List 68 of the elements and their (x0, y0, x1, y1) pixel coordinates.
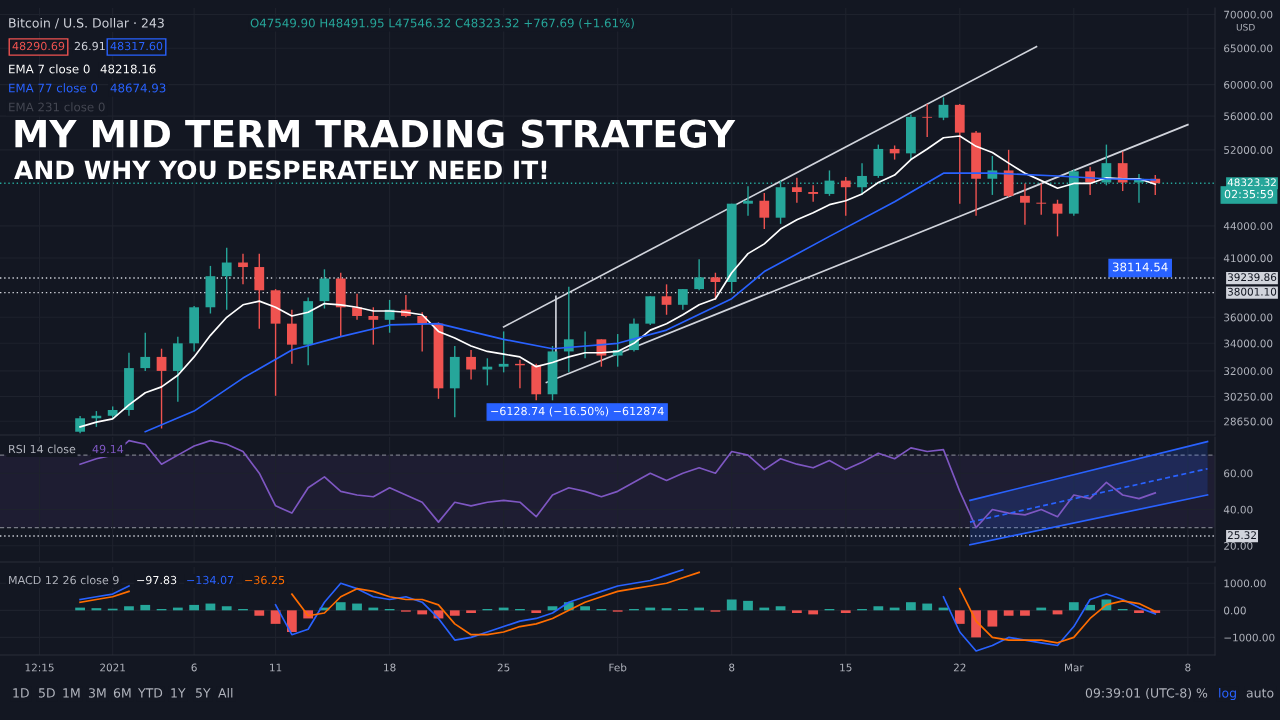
text: USD (1236, 23, 1255, 31)
x-tick-label: 2021 (100, 663, 125, 672)
y-tick-label: 20.00 (1224, 541, 1253, 550)
text: AND WHY YOU DESPERATELY NEED IT! (14, 160, 547, 180)
x-tick-label: 8 (729, 663, 735, 672)
text: 1Y (171, 688, 186, 698)
y-tick-label: 41000.00 (1223, 254, 1273, 263)
x-tick-label: Mar (1065, 663, 1084, 672)
annotation: O47549.90 H48491.95 L47546.32 C48323.32 +767.69 (+1.61%) (250, 18, 634, 29)
text: log (1219, 687, 1236, 701)
text: EMA 77 close 0 (9, 83, 98, 93)
annotation: 48218.16 (100, 64, 156, 74)
annotation: 38114.54 (1112, 262, 1168, 272)
x-tick-label: 15 (840, 663, 852, 672)
y-tick-label: 52000.00 (1224, 146, 1273, 154)
x-tick-label: 18 (384, 663, 396, 672)
text: MY MID TERM TRADING STRATEGY (15, 119, 736, 148)
annotation: 48290.69 (12, 41, 65, 51)
y-tick-label: 56000.00 (1224, 112, 1273, 121)
text: 1D (13, 688, 29, 698)
annotation: 48674.93 (110, 83, 166, 93)
y-tick-label: −1000.00 (1224, 633, 1275, 642)
text: auto (1246, 688, 1274, 698)
y-tick-label: 60000.00 (1224, 80, 1273, 89)
x-tick-label: 11 (270, 663, 282, 672)
x-tick-label: 8 (1185, 663, 1191, 672)
y-tick-label: 1000.00 (1224, 579, 1266, 588)
annotation: 48317.60 (110, 41, 163, 51)
ref-line-label: 25.32 (1227, 531, 1256, 540)
y-tick-label: 32000.00 (1224, 367, 1273, 376)
text: 5D (38, 688, 55, 698)
text: 1M (63, 688, 80, 698)
annotation: MACD 12 26 close 9 (9, 575, 119, 585)
text: 02:35:59 (1224, 189, 1274, 199)
ref-line-label: 39239.86 (1227, 273, 1277, 282)
y-tick-label: 30250.00 (1224, 392, 1273, 401)
text: % (1196, 688, 1208, 698)
text: 6M (113, 688, 131, 698)
text: EMA 7 close 0 (9, 64, 90, 74)
x-tick-label: 25 (497, 663, 510, 672)
annotation: −36.25 (245, 575, 285, 585)
ref-line-label: 48323.32 (1227, 178, 1276, 187)
ref-line-label: 38001.10 (1227, 287, 1277, 296)
x-tick-label: 6 (191, 663, 197, 672)
y-tick-label: 60.00 (1224, 469, 1253, 478)
y-tick-label: 36000.00 (1224, 313, 1273, 322)
x-tick-label: Feb (609, 663, 627, 672)
y-tick-label: 0.00 (1224, 606, 1246, 615)
y-tick-label: 28650.00 (1224, 417, 1273, 426)
annotation: −134.07 (187, 575, 234, 585)
annotation: Bitcoin / U.S. Dollar · 243 (9, 17, 164, 29)
text: 3M (88, 688, 106, 698)
y-tick-label: 34000.00 (1224, 339, 1273, 348)
y-tick-label: 40.00 (1223, 505, 1253, 514)
x-tick-label: 12:15 (25, 663, 54, 672)
annotation: RSI 14 close (9, 444, 76, 454)
text: 09:39:01 (UTC-8) (1085, 687, 1192, 700)
x-tick-label: 22 (953, 663, 966, 672)
annotation: 49.14 (92, 444, 124, 454)
y-tick-label: 70000.00 (1224, 10, 1273, 19)
y-tick-label: 44000.00 (1223, 222, 1273, 231)
text: YTD (137, 688, 163, 698)
annotation: −6128.74 (−16.50%) −612874 (491, 406, 664, 417)
annotation: 26.91 (74, 41, 105, 51)
y-tick-label: 65000.00 (1224, 44, 1273, 53)
annotation: −97.83 (137, 575, 177, 585)
text: All (218, 687, 233, 698)
text: 5Y (195, 688, 211, 698)
